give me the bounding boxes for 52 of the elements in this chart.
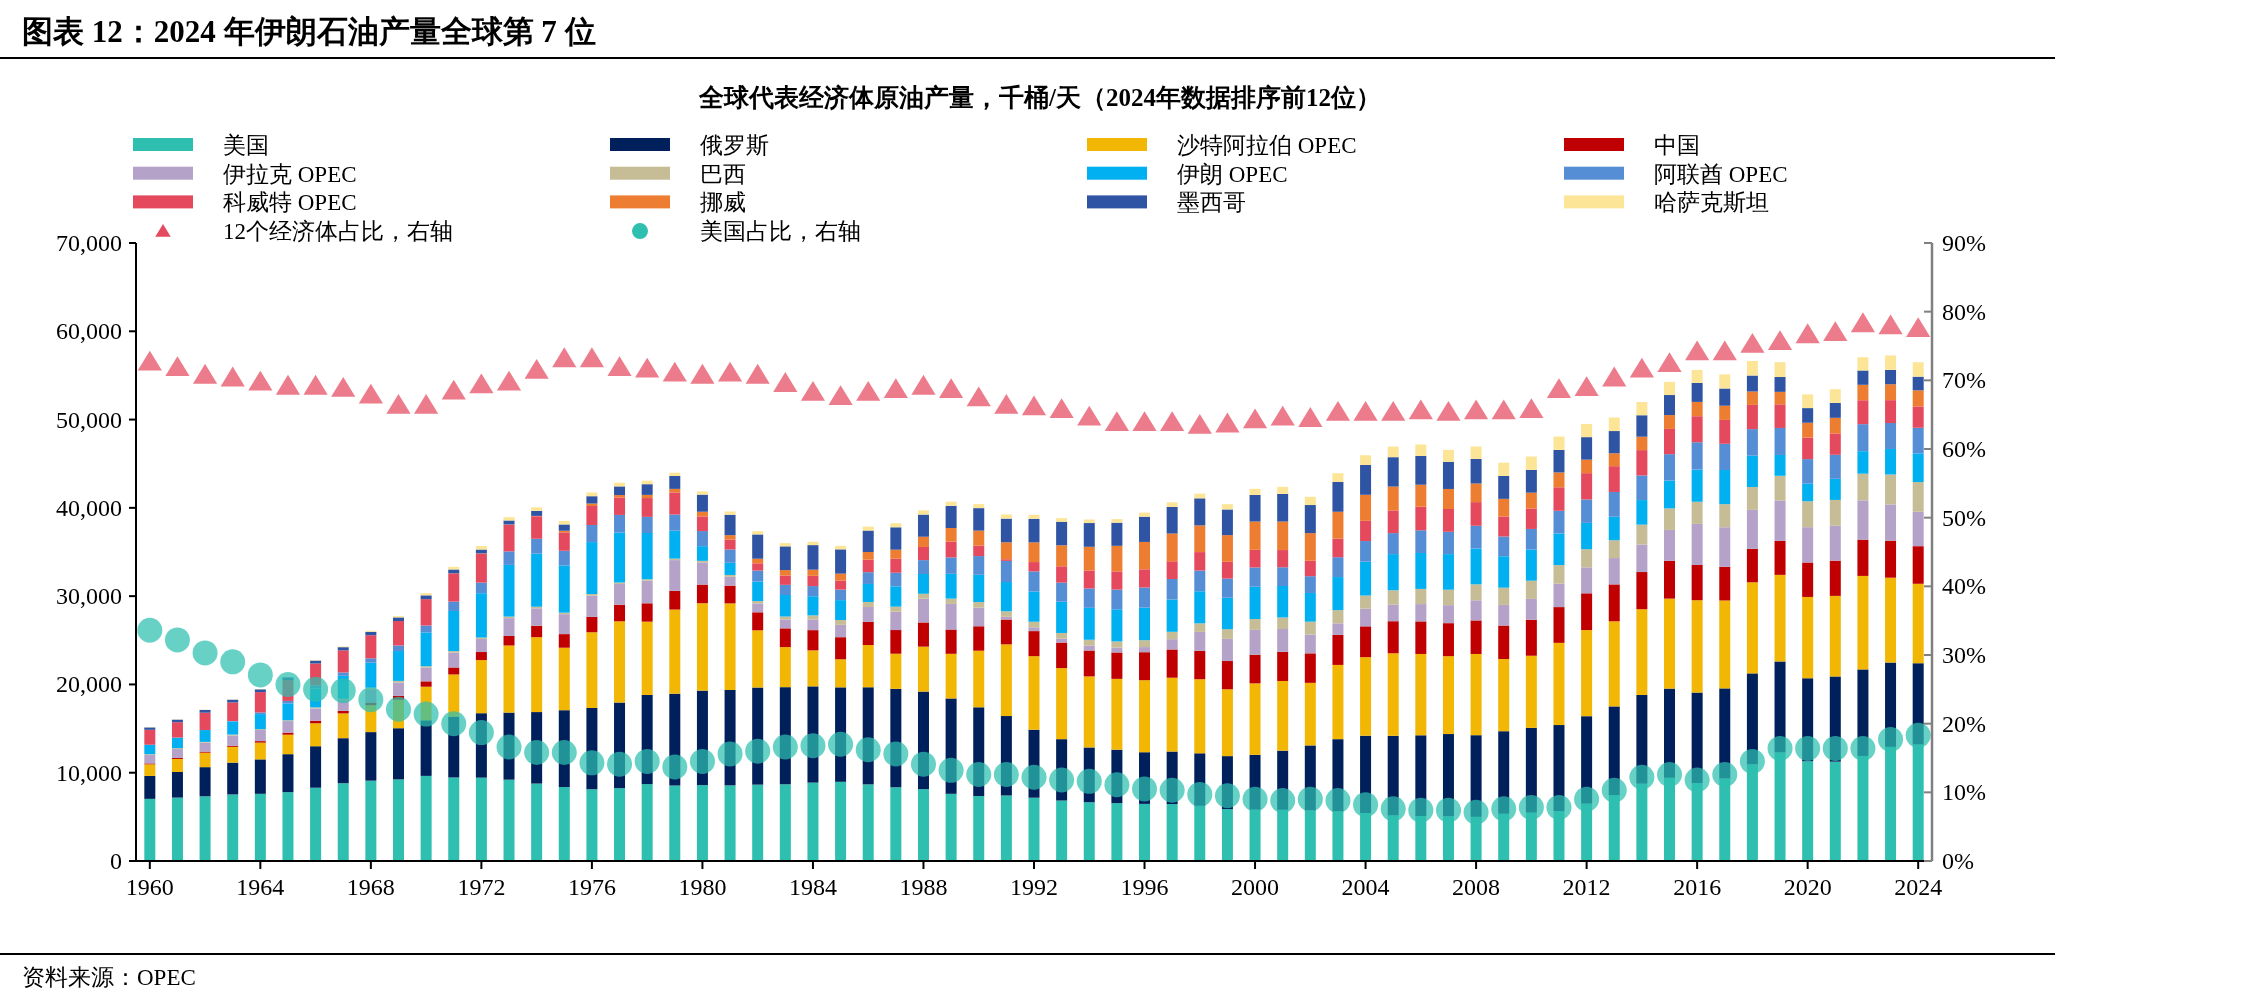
y-tick-label: 40,000 (56, 494, 122, 521)
legend-label: 美国 (223, 133, 269, 158)
legend-label: 俄罗斯 (700, 133, 769, 158)
x-tick-label: 1980 (678, 874, 727, 900)
x-tick-label: 2020 (1783, 874, 1832, 900)
y2-tick-label: 60% (1942, 436, 1986, 462)
legend-label: 中国 (1654, 133, 1700, 158)
legend-label: 科威特 OPEC (223, 190, 357, 216)
legend-label: 巴西 (700, 161, 746, 187)
x-tick-label: 1972 (457, 874, 506, 900)
y2-tick-label: 10% (1942, 779, 1986, 806)
y-tick-label: 0 (110, 848, 122, 874)
x-tick-label: 2000 (1231, 874, 1280, 900)
x-tick-label: 2008 (1452, 874, 1501, 900)
legend-label: 挪威 (700, 190, 746, 216)
chart-subtitle: 全球代表经济体原油产量，千桶/天（2024年数据排序前12位） (698, 84, 1381, 111)
y2-tick-label: 50% (1942, 504, 1986, 531)
legend-label: 伊拉克 OPEC (223, 161, 357, 187)
legend-label: 沙特阿拉伯 OPEC (1177, 133, 1357, 158)
y2-tick-label: 0% (1942, 848, 1974, 874)
y2-tick-label: 80% (1942, 298, 1986, 325)
y-tick-label: 30,000 (56, 583, 122, 610)
x-tick-label: 1992 (1010, 874, 1058, 900)
x-tick-label: 1996 (1120, 874, 1169, 900)
x-tick-label: 1976 (567, 874, 616, 900)
legend-label: 墨西哥 (1177, 190, 1246, 216)
y2-tick-label: 90% (1942, 230, 1986, 256)
x-tick-label: 1988 (899, 874, 948, 900)
legend-label: 伊朗 OPEC (1177, 161, 1288, 187)
legend-label: 哈萨克斯坦 (1654, 190, 1769, 216)
y-tick-label: 60,000 (56, 318, 122, 345)
y2-tick-label: 20% (1942, 710, 1986, 737)
legend-label: 美国占比，右轴 (700, 219, 861, 245)
x-tick-label: 1984 (788, 874, 837, 900)
x-tick-label: 1964 (236, 874, 285, 900)
y-tick-label: 50,000 (56, 406, 122, 433)
text: 资料来源：OPEC (22, 965, 196, 990)
legend-label: 阿联酋 OPEC (1654, 161, 1788, 187)
x-tick-label: 2004 (1341, 874, 1390, 900)
x-tick-label: 2024 (1894, 874, 1943, 900)
y-tick-label: 70,000 (56, 230, 122, 256)
y-tick-label: 20,000 (56, 671, 122, 698)
x-tick-label: 1960 (125, 874, 174, 900)
x-tick-label: 1968 (346, 874, 395, 900)
y2-tick-label: 40% (1942, 573, 1986, 600)
y2-tick-label: 30% (1942, 642, 1986, 668)
chart-title: 图表 12：2024 年伊朗石油产量全球第 7 位 (22, 14, 596, 49)
y-tick-label: 10,000 (56, 759, 122, 786)
x-tick-label: 2016 (1673, 874, 1722, 900)
y2-tick-label: 70% (1942, 367, 1986, 394)
x-tick-label: 2012 (1562, 874, 1611, 900)
legend-label: 12个经济体占比，右轴 (223, 219, 453, 245)
